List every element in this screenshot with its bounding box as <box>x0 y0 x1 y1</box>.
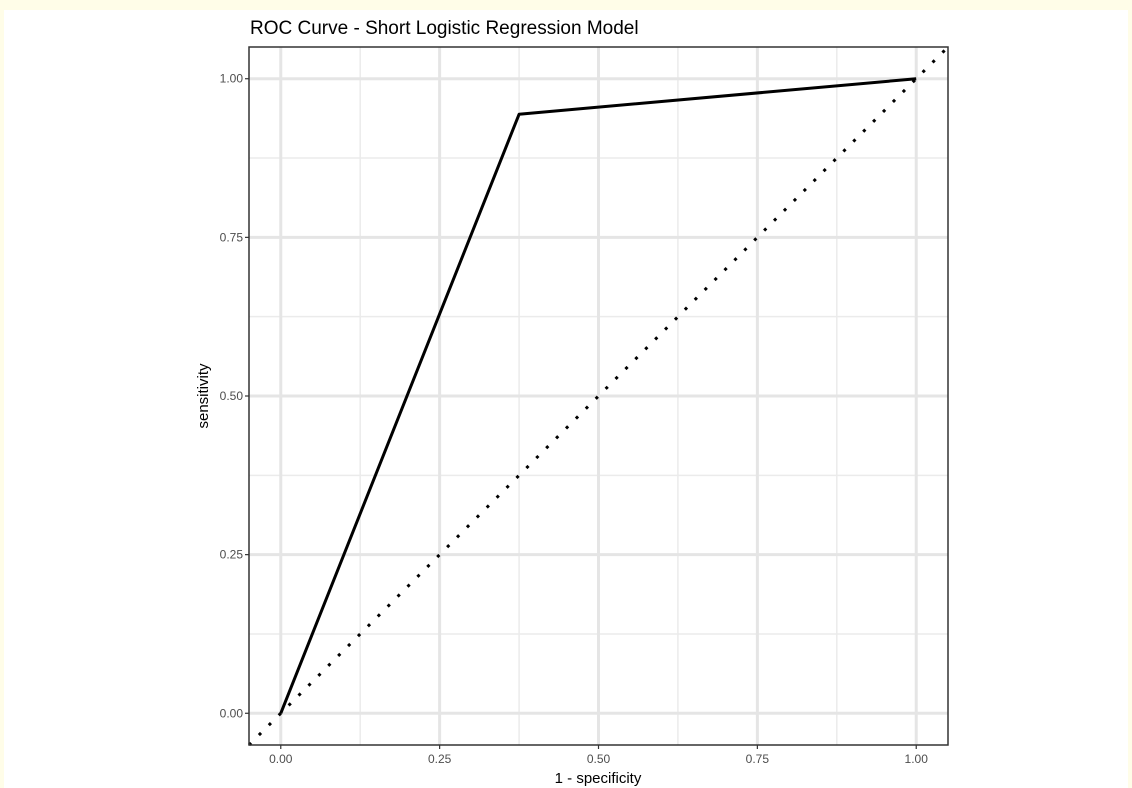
x-tick-label: 0.50 <box>587 752 611 766</box>
plot-background <box>4 10 1128 788</box>
x-tick-label: 0.75 <box>746 752 770 766</box>
y-tick-label: 0.00 <box>220 706 244 720</box>
y-tick-label: 1.00 <box>220 72 244 86</box>
y-tick-label: 0.50 <box>220 389 244 403</box>
series-layer <box>247 45 950 747</box>
x-tick-label: 0.00 <box>269 752 293 766</box>
y-tick-label: 0.25 <box>220 548 244 562</box>
y-tick-label: 0.75 <box>220 230 244 244</box>
axes: 0.00 0.25 0.50 0.75 1.00 0.00 0.25 0.50 0.75 1.00 <box>220 72 929 766</box>
y-axis-title: sensitivity <box>195 363 212 429</box>
grid <box>249 47 948 745</box>
roc-curve-line <box>279 77 917 714</box>
x-axis-title: 1 - specificity <box>555 770 642 787</box>
x-tick-label: 1.00 <box>905 752 929 766</box>
chart-title: ROC Curve - Short Logistic Regression Mo… <box>250 18 639 39</box>
x-tick-label: 0.25 <box>428 752 452 766</box>
